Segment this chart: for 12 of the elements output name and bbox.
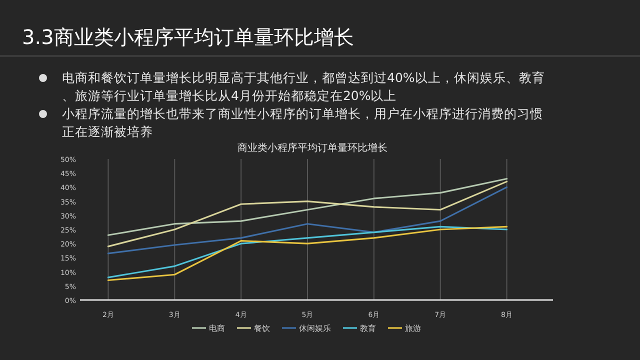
legend-label: 餐饮 [254,324,270,333]
chart-title: 3.3商业类小程序平均订单量环比增长 [22,25,354,49]
line-series [107,178,508,236]
legend-label: 旅游 [405,324,421,333]
text: 电商和餐饮订单量增长比明显高于其他行业，都曾达到过40%以上，休闲娱乐、教育、旅游等行业订单量增长比从4月份开始都稳定在20%以上 [62,70,545,103]
line-series [107,186,508,254]
legend-label: 教育 [360,324,376,333]
legend-label: 电商 [209,324,225,333]
text: 小程序流量的增长也带来了商业性小程序的订单增长，用户在小程序进行消费的习惯正在逐渐被培养 [62,106,543,139]
legend-label: 休闲娱乐 [299,324,331,333]
chart-subtitle: 商业类小程序平均订单量环比增长 [238,142,388,154]
line-series [107,180,508,248]
